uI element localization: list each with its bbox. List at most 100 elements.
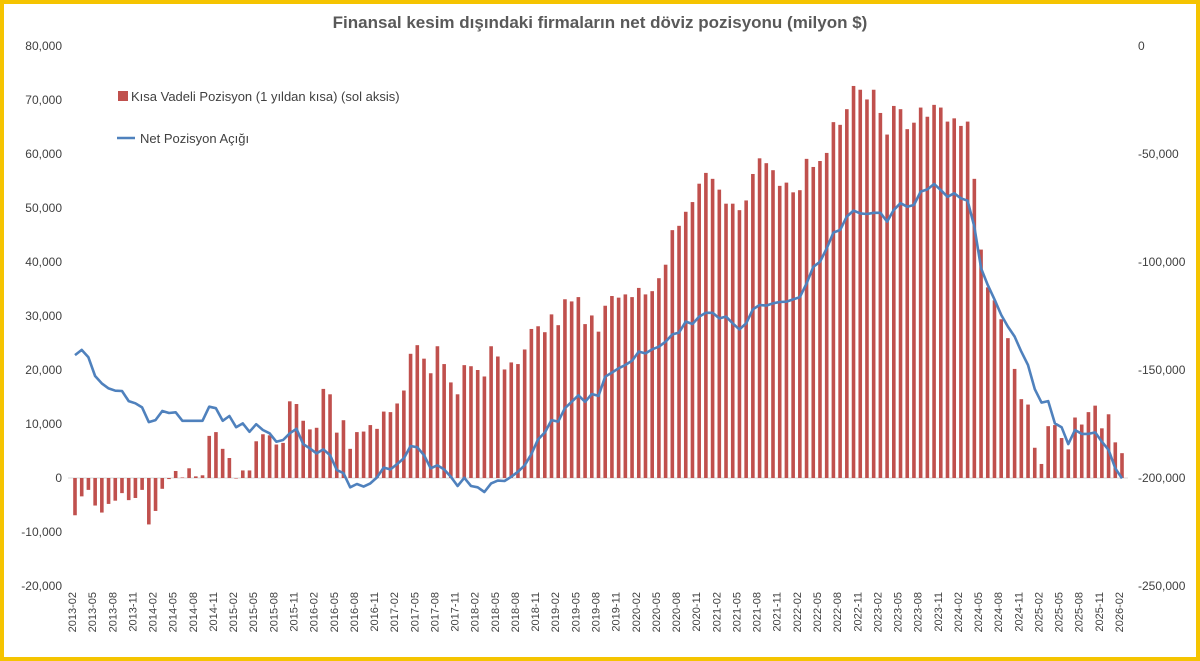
bar bbox=[972, 178, 977, 478]
x-axis-tick-label: 2023-08 bbox=[913, 592, 925, 632]
bar bbox=[878, 112, 883, 479]
bar bbox=[1093, 405, 1097, 478]
bar bbox=[509, 362, 514, 478]
x-axis-tick-label: 2018-05 bbox=[490, 592, 502, 632]
bar bbox=[361, 431, 366, 478]
bar bbox=[341, 420, 346, 478]
x-axis-tick-label: 2025-05 bbox=[1054, 592, 1066, 632]
right-axis-tick-label: 0 bbox=[1138, 39, 1145, 53]
right-axis-tick-label: -100,000 bbox=[1138, 255, 1186, 269]
legend-label-bar: Kısa Vadeli Pozisyon (1 yıldan kısa) (so… bbox=[131, 89, 400, 104]
x-axis-tick-label: 2024-05 bbox=[973, 592, 985, 632]
bar bbox=[1032, 447, 1037, 478]
bar bbox=[938, 107, 943, 478]
bar bbox=[918, 107, 923, 478]
bar bbox=[683, 211, 688, 478]
bar bbox=[670, 230, 675, 478]
bar bbox=[281, 442, 285, 478]
bar bbox=[764, 163, 769, 478]
bar bbox=[663, 264, 668, 478]
bar bbox=[113, 478, 118, 501]
bar bbox=[348, 448, 352, 478]
bar bbox=[449, 382, 453, 478]
x-axis-tick-label: 2017-08 bbox=[429, 592, 441, 632]
x-axis-tick-label: 2017-11 bbox=[450, 592, 462, 632]
bar bbox=[912, 122, 916, 479]
chart-title: Finansal kesim dışındaki firmaların net … bbox=[333, 13, 868, 32]
x-axis-tick-label: 2019-08 bbox=[591, 592, 603, 632]
x-axis-tick-label: 2021-02 bbox=[711, 592, 723, 632]
bar bbox=[133, 478, 138, 498]
x-axis-tick-label: 2015-02 bbox=[228, 592, 240, 632]
bar bbox=[496, 356, 500, 478]
bar bbox=[818, 161, 822, 478]
bar bbox=[1059, 438, 1064, 478]
bar bbox=[992, 300, 997, 478]
bar bbox=[227, 458, 232, 478]
x-axis-tick-label: 2014-11 bbox=[208, 592, 220, 632]
bar bbox=[596, 331, 601, 478]
bar bbox=[858, 89, 863, 479]
bar bbox=[690, 202, 695, 478]
bar bbox=[563, 299, 567, 478]
bar bbox=[93, 478, 97, 506]
x-axis: 2013-02 2013-05 2013-08 2013-11 2014-02 2014-… bbox=[67, 592, 1126, 632]
bar bbox=[1073, 417, 1077, 478]
x-axis-tick-label: 2024-11 bbox=[1013, 592, 1025, 632]
bar bbox=[959, 125, 963, 479]
x-axis-tick-label: 2013-02 bbox=[67, 592, 79, 632]
bar bbox=[811, 166, 816, 478]
bar bbox=[865, 99, 869, 479]
bar bbox=[408, 353, 413, 478]
bar bbox=[985, 287, 990, 478]
bar bbox=[120, 478, 124, 494]
bar bbox=[1012, 368, 1017, 478]
bar bbox=[321, 388, 326, 478]
bar bbox=[254, 441, 259, 478]
bar bbox=[945, 121, 950, 478]
legend: Kısa Vadeli Pozisyon (1 yıldan kısa) (so… bbox=[117, 89, 400, 146]
bar bbox=[516, 364, 520, 478]
bar bbox=[677, 225, 681, 478]
bar bbox=[636, 287, 641, 478]
bar bbox=[1120, 453, 1124, 478]
bar bbox=[462, 365, 467, 478]
bar bbox=[422, 358, 426, 478]
x-axis-tick-label: 2021-08 bbox=[752, 592, 764, 632]
x-axis-tick-label: 2015-05 bbox=[248, 592, 260, 632]
bar bbox=[214, 432, 218, 478]
bar bbox=[402, 390, 406, 478]
bar bbox=[267, 435, 272, 478]
x-axis-tick-label: 2013-08 bbox=[107, 592, 119, 632]
x-axis-tick-label: 2016-02 bbox=[309, 592, 321, 632]
x-axis-tick-label: 2022-08 bbox=[832, 592, 844, 632]
bar bbox=[616, 297, 621, 478]
bar bbox=[1106, 414, 1111, 478]
bar-series bbox=[73, 85, 1124, 525]
bar bbox=[86, 478, 91, 490]
bar bbox=[140, 478, 144, 490]
bar bbox=[576, 297, 581, 478]
legend-bar-swatch bbox=[118, 91, 128, 101]
x-axis-tick-label: 2019-05 bbox=[570, 592, 582, 632]
bar bbox=[442, 364, 446, 478]
bar bbox=[798, 190, 802, 478]
x-axis-tick-label: 2014-08 bbox=[188, 592, 200, 632]
x-axis-tick-label: 2022-11 bbox=[852, 592, 864, 632]
bar bbox=[234, 478, 238, 479]
bar bbox=[355, 432, 359, 478]
bar bbox=[395, 403, 399, 478]
left-axis-tick-label: 20,000 bbox=[25, 363, 62, 377]
bar bbox=[294, 404, 299, 478]
x-axis-tick-label: 2024-02 bbox=[953, 592, 965, 632]
bar bbox=[898, 109, 903, 479]
bar bbox=[455, 394, 460, 478]
bar bbox=[757, 158, 762, 478]
bar bbox=[791, 192, 795, 478]
x-axis-tick-label: 2023-11 bbox=[933, 592, 945, 632]
bar bbox=[603, 305, 608, 478]
x-axis-tick-label: 2014-05 bbox=[168, 592, 180, 632]
bar bbox=[1053, 425, 1057, 478]
